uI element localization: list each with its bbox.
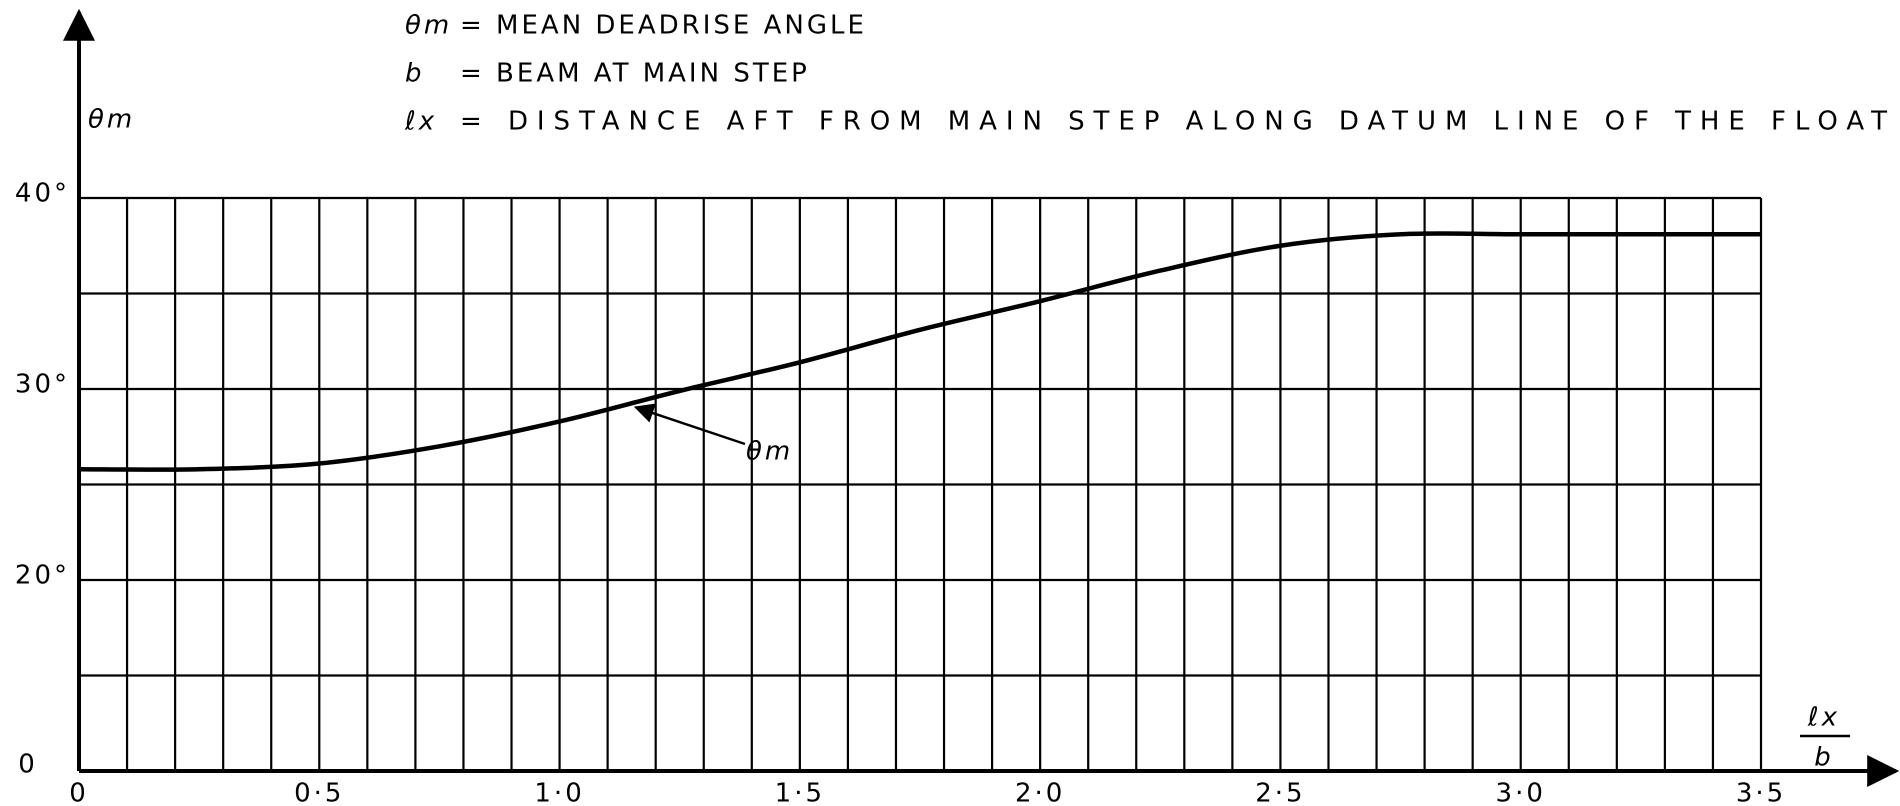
y-axis-label: θm [88, 105, 135, 135]
definition-text: = DISTANCE AFT FROM MAIN STEP ALONG DATU… [460, 107, 1890, 137]
definition-symbol: ℓx [404, 107, 437, 137]
definition-symbol: θm [405, 11, 452, 41]
x-tick-label: 1·0 [534, 779, 584, 806]
curve [78, 231, 1761, 472]
definition-text: = BEAM AT MAIN STEP [460, 59, 810, 89]
y-tick-label: 40° [15, 179, 70, 209]
y-tick-label: 30° [15, 370, 70, 400]
definition-symbol: b [405, 59, 425, 89]
x-axis-label-bottom: b [1814, 743, 1834, 773]
x-tick-label: 0 [69, 779, 89, 806]
x-tick-label: 3·5 [1736, 779, 1786, 806]
annotation: θm [746, 437, 793, 467]
x-tick-label: 1·5 [775, 779, 825, 806]
x-tick-label: 2·5 [1255, 779, 1305, 806]
x-tick-label: 2·0 [1015, 779, 1065, 806]
x-tick-label: 3·0 [1496, 779, 1546, 806]
definition-text: = MEAN DEADRISE ANGLE [460, 11, 867, 41]
y-tick-label: 20° [15, 561, 70, 591]
y-origin-label: 0 [18, 750, 38, 780]
x-axis-label-top: ℓx [1807, 703, 1840, 733]
x-tick-label: 0·5 [294, 779, 344, 806]
annotation-arrow [633, 403, 746, 446]
